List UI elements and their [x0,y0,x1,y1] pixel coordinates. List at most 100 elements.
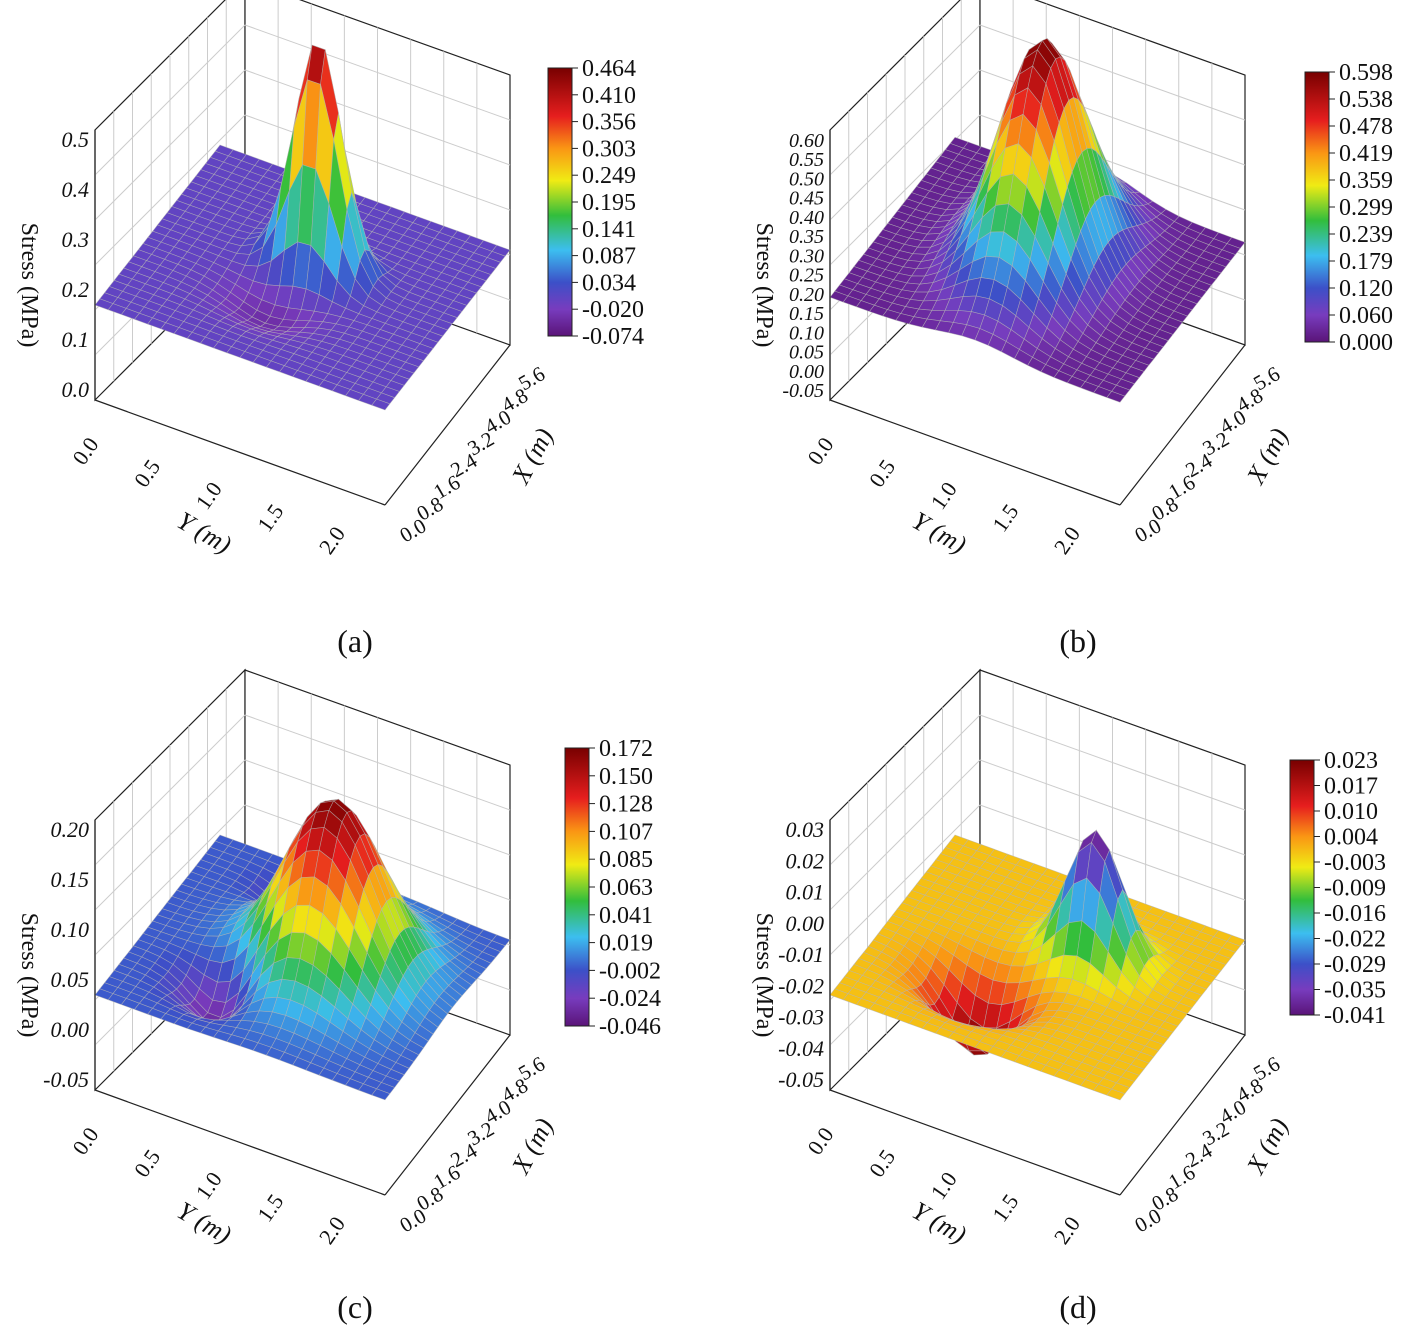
colorbar-tick-label: 0.464 [582,56,636,82]
colorbar-tick-label: 0.120 [1339,276,1393,302]
colorbar-tick-label: -0.002 [599,958,661,984]
z-tick-label: 0.10 [789,322,824,344]
colorbar-tick-label: 0.303 [582,136,636,162]
y-axis-title: Y (m) [172,1196,236,1250]
colorbar-tick-label: 0.010 [1324,799,1378,825]
colorbar-tick-label: -0.016 [1324,901,1386,927]
z-tick-label: -0.05 [782,380,824,402]
colorbar-tick-label: 0.085 [599,847,653,873]
y-axis-line [829,1089,1121,1196]
x-axis-line [1119,1034,1246,1196]
z-tick-label: 0.00 [786,911,825,936]
y-axis-title: Y (m) [907,1196,971,1250]
x-axis-title: X (m) [505,423,559,489]
y-tick-label: 0.0 [67,433,103,470]
z-tick-label: 0.45 [789,188,824,210]
colorbar-tick-label: 0.000 [1339,330,1393,356]
colorbar-tick-label: -0.024 [599,986,661,1012]
colorbar-tick-label: 0.249 [582,163,636,189]
panel-caption: (b) [1059,623,1096,659]
colorbar-tick-label: 0.419 [1339,141,1393,167]
y-axis-title: Y (m) [172,506,236,560]
z-tick-label: -0.05 [43,1067,89,1092]
colorbar-tick-label: 0.141 [582,217,636,243]
colorbar-tick-label: 0.239 [1339,222,1393,248]
y-tick-label: 0.0 [802,433,838,470]
x-axis-title: X (m) [1240,423,1294,489]
wall-gridline [829,714,981,866]
colorbar-tick-label: 0.195 [582,190,636,216]
colorbar-tick-label: -0.022 [1324,927,1386,953]
z-tick-label: 0.1 [62,327,90,352]
x-axis-line [384,344,511,506]
colorbar-tick-label: -0.009 [1324,876,1386,902]
chart-panel: -0.05 0.00 0.05 0.10 0.15 0.20 Stress (MPa) 0.0… [16,668,661,1325]
y-tick-label: 1.0 [925,1167,961,1204]
wall-gridline [829,759,981,911]
y-tick-label: 2.0 [314,522,350,559]
z-tick-label: 0.30 [789,245,824,267]
z-tick-label: 0.20 [789,284,824,306]
colorbar-tick-label: -0.003 [1324,850,1386,876]
colorbar-tick-label: 0.087 [582,244,636,270]
z-tick-label: 0.4 [62,177,90,202]
z-tick-label: 0.55 [789,149,824,171]
wall-gridline [244,69,511,166]
wall-gridline [829,804,981,956]
y-tick-label: 1.5 [987,499,1023,536]
colorbar-tick-label: 0.356 [582,110,636,136]
wall-gridline [979,804,1246,901]
colorbar-tick-label: -0.041 [1324,1003,1386,1029]
colorbar-tick-label: 0.179 [1339,249,1393,275]
z-tick-label: 0.0 [62,377,90,402]
surface-cell [371,398,391,411]
y-tick-label: 0.5 [129,1145,165,1182]
wall-gridline [94,714,246,866]
z-tick-label: 0.05 [789,342,824,364]
y-tick-label: 1.5 [987,1189,1023,1226]
chart-panel: -0.05 -0.04 -0.03 -0.02 -0.01 0.00 0.01 0.02 0.0… [751,668,1386,1325]
panel-caption: (d) [1059,1289,1096,1325]
y-tick-label: 1.5 [252,1189,288,1226]
y-axis-line [94,1089,386,1196]
panel-caption: (c) [337,1289,373,1325]
surface-cell [371,1088,391,1101]
colorbar-tick-label: 0.060 [1339,303,1393,329]
colorbar-tick-label: -0.074 [582,324,644,350]
z-tick-label: 0.25 [789,265,824,287]
z-tick-label: 0.50 [789,168,824,190]
x-axis-title: X (m) [505,1113,559,1179]
x-axis-title: X (m) [1240,1113,1294,1179]
y-axis-line [829,399,1121,506]
colorbar-tick-label: 0.034 [582,270,636,296]
y-tick-label: 0.0 [802,1123,838,1160]
x-axis-line [1119,344,1246,506]
panel-caption: (a) [337,623,373,659]
z-tick-label: 0.03 [786,817,825,842]
x-axis-line [384,1034,511,1196]
colorbar [564,747,590,1027]
z-tick-label: 0.20 [51,817,90,842]
z-tick-label: 0.15 [51,867,90,892]
y-tick-label: 1.0 [190,1167,226,1204]
chart-panel: -0.050.000.050.100.150.200.250.300.350.4… [751,0,1393,659]
wall-gridline [829,69,981,221]
colorbar-tick-label: 0.172 [599,736,653,762]
z-tick-label: 0.40 [789,207,824,229]
z-tick-label: -0.03 [778,1005,824,1030]
colorbar-tick-label: 0.359 [1339,168,1393,194]
z-tick-label: 0.00 [51,1017,90,1042]
wall-gridline [94,69,246,221]
y-tick-label: 1.5 [252,499,288,536]
chart-panel: 0.0 0.1 0.2 0.3 0.4 0.5 Stress (MPa) 0.0 0.5 1.0 1… [16,0,644,659]
colorbar-tick-label: 0.299 [1339,195,1393,221]
z-tick-label: -0.04 [778,1036,824,1061]
wall-gridline [94,24,246,176]
wall-gridline [94,804,246,956]
colorbar-tick-label: 0.128 [599,792,653,818]
y-tick-label: 0.5 [129,455,165,492]
z-tick-label: 0.00 [789,361,824,383]
y-tick-label: 1.0 [925,477,961,514]
colorbar-tick-label: 0.017 [1324,774,1378,800]
colorbar-tick-label: 0.107 [599,819,653,845]
